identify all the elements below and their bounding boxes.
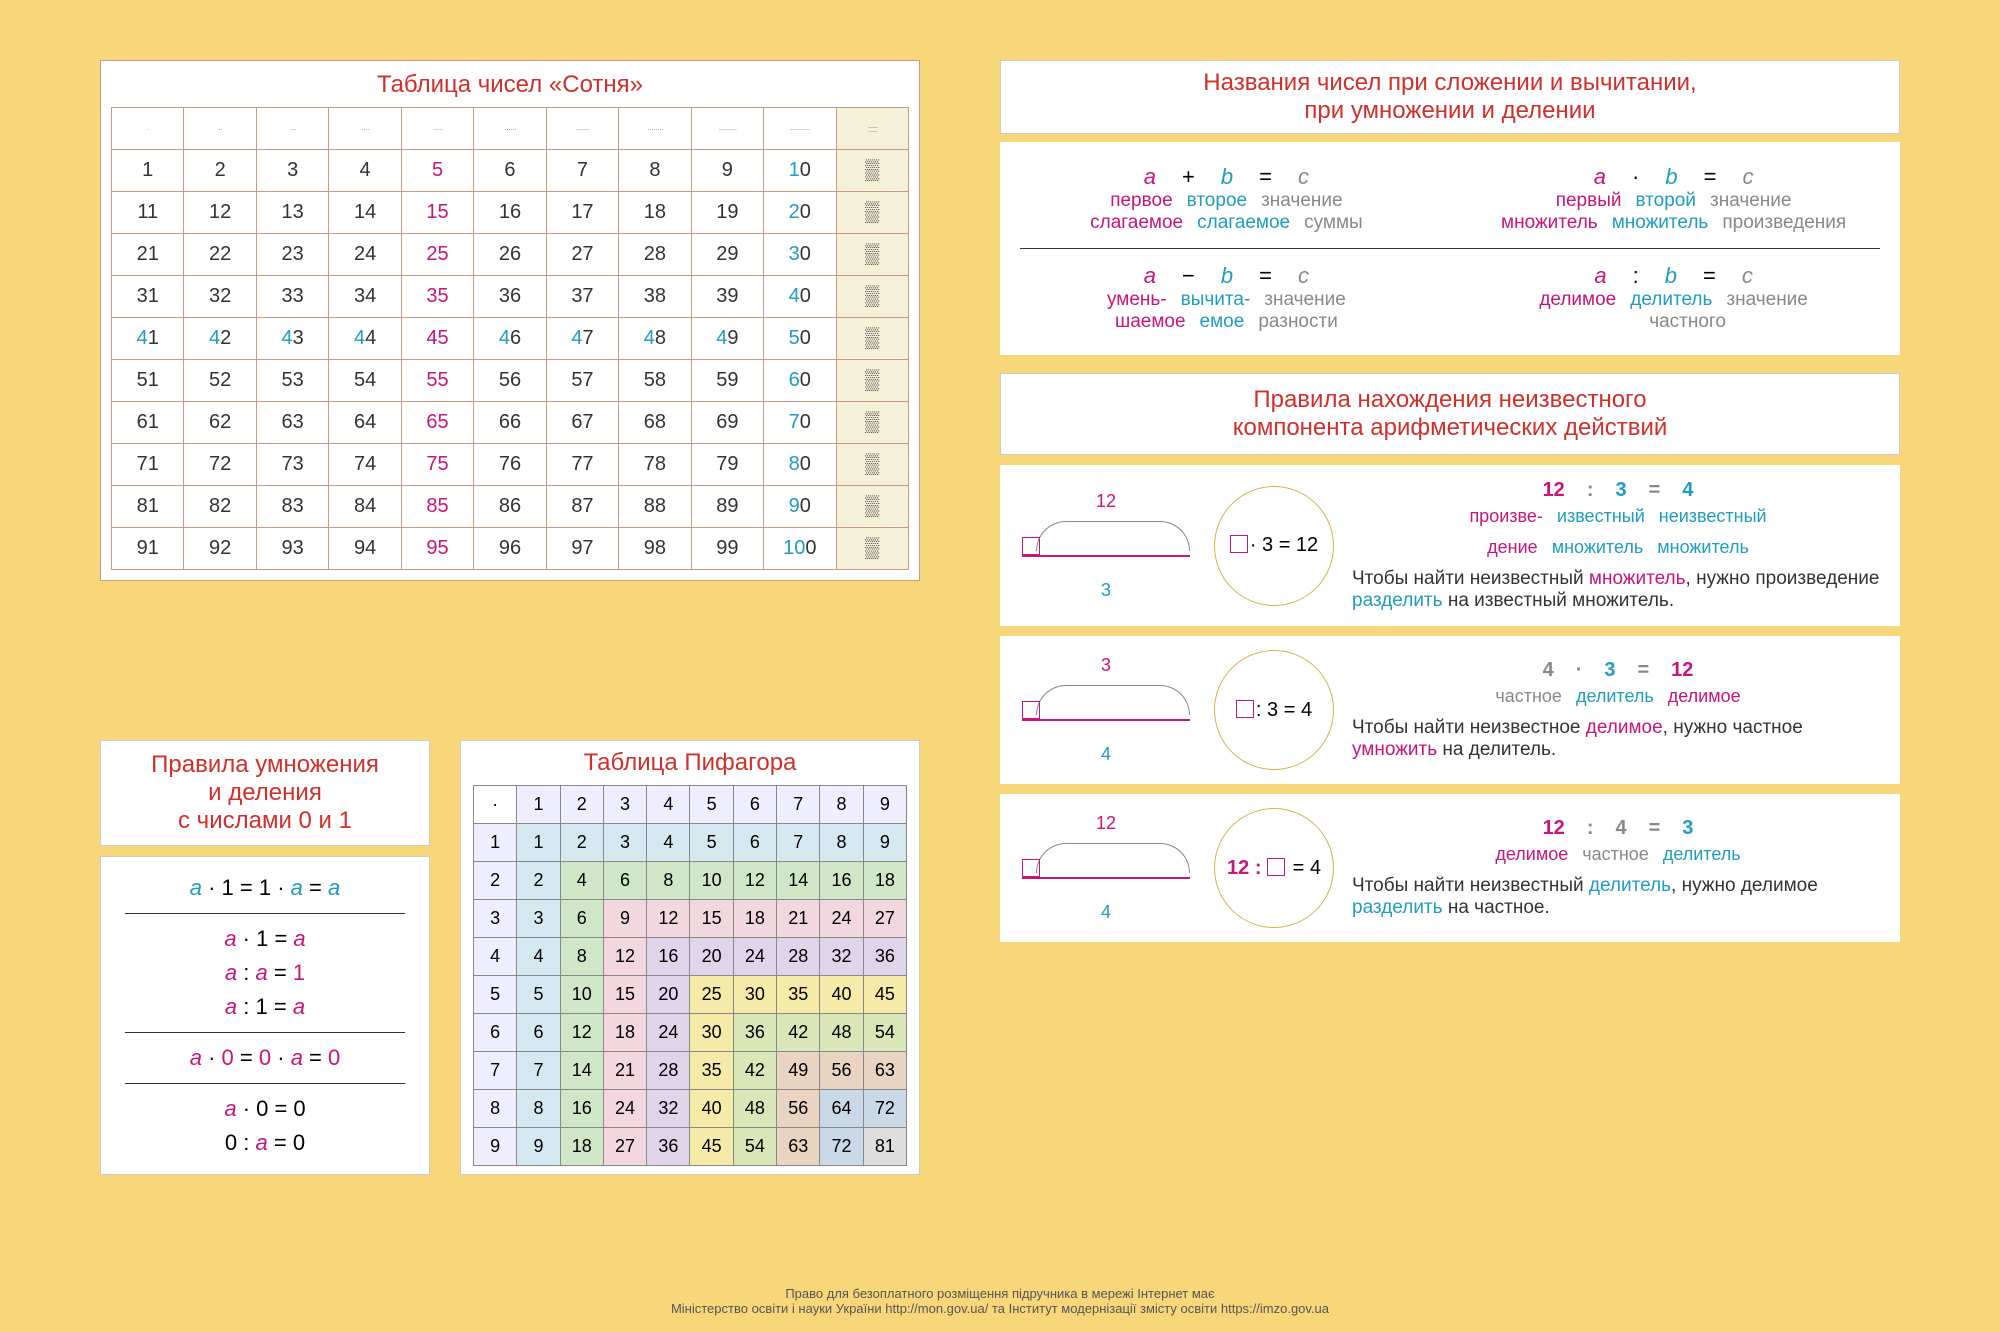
zero-one-panel: Правила умножения и деления с числами 0 … (100, 740, 430, 1175)
pythagoras-panel: Таблица Пифагора ·1234567891123456789224… (460, 740, 920, 1175)
footer-l1: Право для безоплатного розміщення підруч… (0, 1286, 2000, 1301)
hundred-table-panel: Таблица чисел «Сотня» ··················… (100, 60, 920, 581)
zero-one-formulas: a · 1 = 1 · a = aa · 1 = aa : a = 1a : 1… (100, 856, 430, 1175)
naming-title-1: Названия чисел при сложении и вычитании, (1013, 69, 1887, 97)
naming-table: a+b=cпервоевтороезначениеслагаемоеслагае… (1000, 142, 1900, 355)
rules-list: 123· 3 = 1212:3=4произве-известныйнеизве… (1000, 465, 1900, 942)
hundred-title: Таблица чисел «Сотня» (111, 71, 909, 99)
pyth-title: Таблица Пифагора (473, 749, 907, 777)
right-column: Названия чисел при сложении и вычитании,… (1000, 60, 1900, 942)
pythagoras-table: ·123456789112345678922468101214161833691… (473, 785, 907, 1166)
footer: Право для безоплатного розміщення підруч… (0, 1286, 2000, 1316)
rules-title-2: компонента арифметических действий (1021, 414, 1879, 442)
rules-title-1: Правила нахождения неизвестного (1021, 386, 1879, 414)
zo-title-2: и деления (115, 779, 415, 807)
footer-l2: Міністерство освіти і науки України http… (0, 1301, 2000, 1316)
zo-title-1: Правила умножения (115, 751, 415, 779)
naming-title-2: при умножении и делении (1013, 97, 1887, 125)
hundred-table: ········································… (111, 107, 909, 570)
zo-title-3: с числами 0 и 1 (115, 807, 415, 835)
